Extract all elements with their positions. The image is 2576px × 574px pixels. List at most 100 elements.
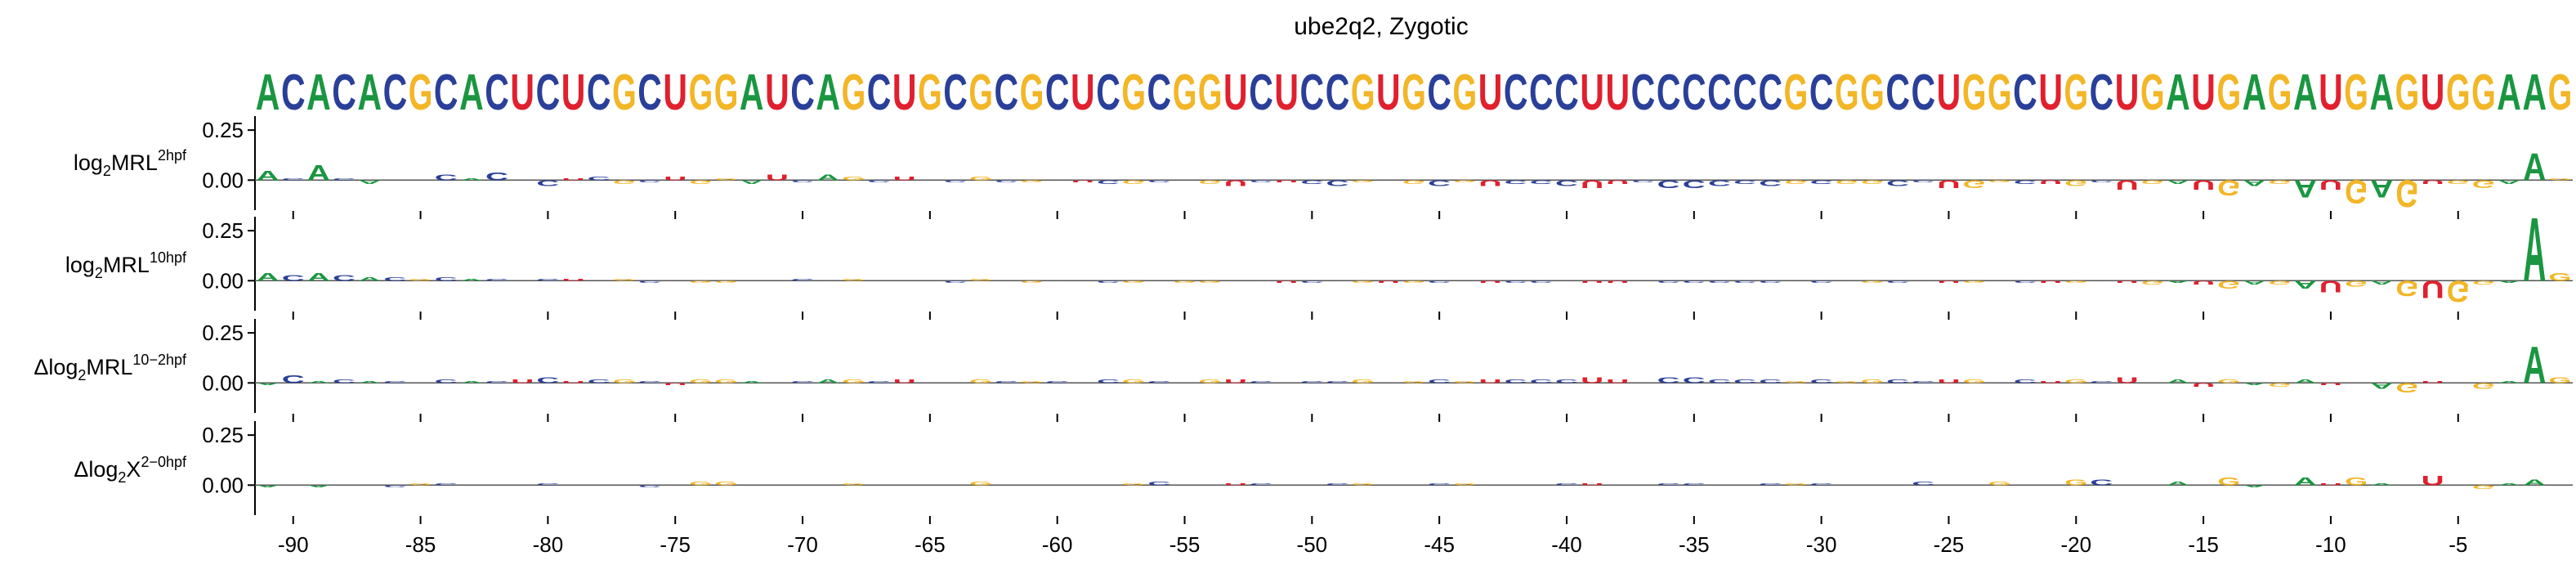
logo-letter: G	[1784, 482, 1807, 486]
logo-letter: G	[969, 378, 992, 383]
panel-label-tail: MRL	[86, 355, 132, 379]
logo-letter: U	[1606, 378, 1629, 383]
x-tick-label: -20	[2060, 532, 2091, 557]
logo-letter: G	[613, 278, 636, 281]
logo-letter: A	[460, 278, 483, 281]
panel-label-sub: 2	[78, 367, 86, 383]
logo-letter: G	[2472, 177, 2495, 190]
logo-letter: U	[664, 175, 686, 181]
sequence-letter: U	[1071, 65, 1095, 121]
logo-letter: C	[1683, 482, 1706, 486]
logo-letter: C	[1683, 375, 1706, 384]
logo-letter: C	[383, 380, 406, 383]
logo-letter: G	[1021, 280, 1044, 284]
logo-letter: C	[383, 485, 406, 488]
logo-letter: G	[2395, 276, 2418, 300]
logo-letter: C	[1555, 482, 1578, 486]
sequence-letter: G	[1453, 65, 1478, 121]
logo-letter: G	[2447, 274, 2470, 307]
logo-letter: C	[1759, 378, 1782, 383]
logo-letter: G	[613, 378, 636, 383]
logo-letter: G	[2217, 475, 2240, 487]
panel-label-sub: 2	[118, 469, 126, 486]
sequence-letter: C	[1427, 65, 1451, 121]
sequence-letter: A	[2243, 65, 2267, 121]
sequence-letter: A	[2293, 65, 2318, 121]
logo-letter: G	[969, 278, 992, 281]
logo-letter: G	[409, 482, 432, 486]
panel-label-main: Δlog	[34, 355, 78, 379]
y-tick-label: 0.00	[202, 168, 244, 192]
x-tick-label: -35	[1679, 532, 1710, 557]
logo-letter: G	[1861, 280, 1884, 284]
logo-letter: G	[715, 480, 738, 486]
logo-letter: G	[2141, 179, 2164, 185]
logo-letter: C	[638, 180, 661, 183]
sequence-letter: C	[1911, 65, 1935, 121]
y-tick-label: 0.25	[202, 321, 244, 345]
sequence-letter: C	[1326, 65, 1350, 121]
sequence-letter: G	[1121, 65, 1146, 121]
logo-letter: C	[1759, 482, 1782, 486]
logo-letter: C	[536, 278, 559, 281]
logo-letter: C	[1733, 280, 1756, 284]
logo-letter: C	[1759, 280, 1782, 284]
logo-letter: U	[893, 175, 916, 181]
logo-letter: A	[2498, 482, 2520, 486]
panel-label-sub: 2	[103, 163, 111, 179]
logo-letter: U	[2422, 380, 2444, 383]
logo-letter: C	[1505, 179, 1527, 185]
logo-letter: C	[995, 380, 1017, 383]
logo-letter: C	[588, 378, 610, 383]
logo-letter: G	[1784, 380, 1807, 383]
logo-letter: C	[1147, 180, 1170, 183]
logo-letter: G	[1861, 378, 1884, 383]
logo-letter: G	[715, 378, 738, 383]
logo-letter: C	[1733, 378, 1756, 383]
logo-letter: C	[2090, 380, 2113, 383]
logo-letter: C	[588, 175, 610, 181]
logo-letter: U	[1581, 375, 1603, 384]
logo-letter: U	[2039, 380, 2062, 383]
panel-label-main: log	[65, 253, 95, 277]
logo-letter: C	[1428, 178, 1451, 187]
logo-letter: C	[791, 180, 814, 183]
logo-letter: G	[1122, 280, 1145, 284]
logo-letter: G	[1453, 380, 1476, 383]
logo-letter: U	[2039, 280, 2062, 284]
logo-letter: A	[257, 383, 280, 386]
sequence-letter: A	[459, 65, 484, 121]
logo-letter: C	[1097, 179, 1120, 185]
logo-letter: G	[1122, 482, 1145, 486]
logo-letter: U	[1478, 178, 1501, 187]
logo-letter: U	[1275, 280, 1298, 284]
logo-letter: G	[1199, 378, 1222, 383]
logo-letter: U	[1071, 180, 1094, 183]
logo-letter: C	[1428, 482, 1451, 486]
logo-letter: C	[1912, 480, 1934, 486]
logo-letter: G	[2064, 478, 2087, 487]
x-tick-label: -25	[1934, 532, 1965, 557]
logo-letter: G	[842, 175, 865, 181]
logo-letter: G	[2217, 278, 2240, 290]
logo-letter: A	[2370, 381, 2393, 390]
sequence-letter: C	[1707, 65, 1732, 121]
sequence-letter: G	[1835, 65, 1859, 121]
x-tick-label: -10	[2315, 532, 2346, 557]
logo-letter: G	[2217, 378, 2240, 383]
logo-letter: U	[2319, 177, 2342, 193]
logo-letter: G	[2395, 172, 2418, 215]
sequence-letter: G	[2548, 65, 2573, 121]
logo-letter: A	[816, 378, 839, 383]
logo-letter: A	[307, 161, 330, 186]
logo-letter: G	[2345, 173, 2368, 209]
logo-letter: C	[638, 485, 661, 488]
logo-letter: C	[2014, 280, 2037, 284]
logo-letter: G	[2472, 280, 2495, 285]
logo-letter: C	[1912, 380, 1934, 383]
sequence-letter: U	[892, 65, 917, 121]
logo-letter: A	[358, 380, 381, 383]
logo-letter: C	[1530, 179, 1553, 185]
sequence-letter: C	[383, 65, 408, 121]
